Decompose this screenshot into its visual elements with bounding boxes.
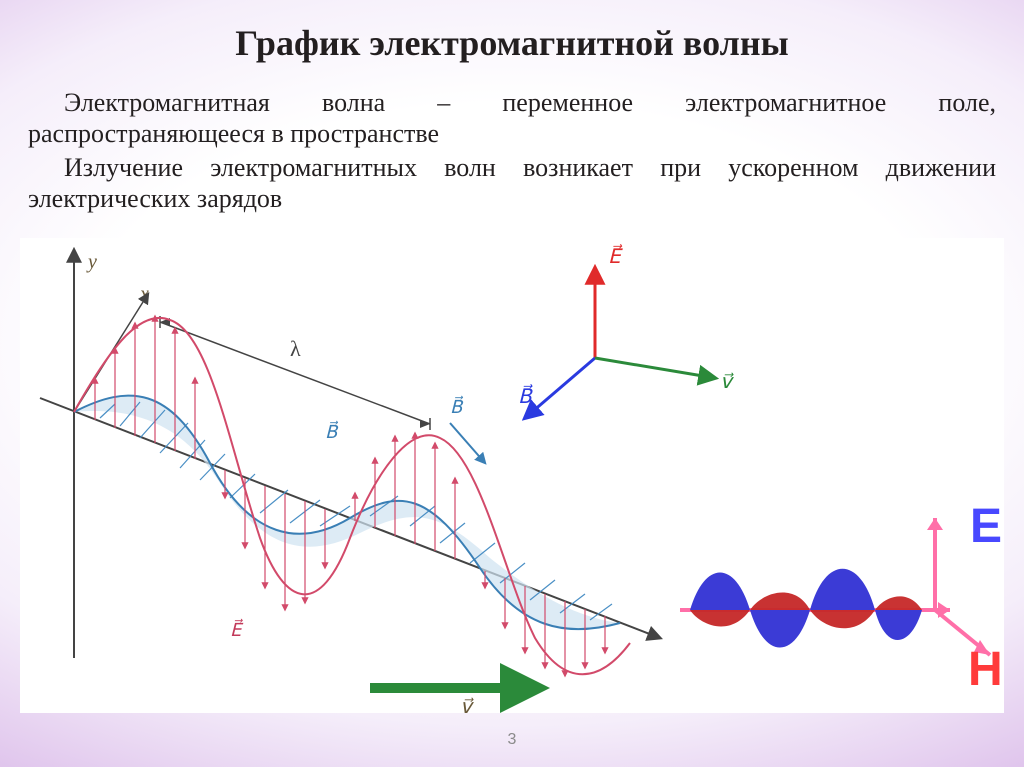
b-wave [74,396,620,630]
y-axis-label: y [86,251,97,273]
paragraph-2: Излучение электромагнитных волн возникае… [28,153,996,214]
slide: { "title": { "text": "График электромагн… [0,0,1024,767]
svg-text:v⃗: v⃗ [720,371,734,393]
e-vector-label: E⃗ [230,619,244,640]
svg-text:E⃗: E⃗ [608,243,623,268]
em-wave-diagram: y x λ [20,238,1004,713]
velocity-label: v⃗ [460,696,474,713]
page-number: 3 [0,731,1024,749]
b-vector-label-1: B⃗ [325,421,339,442]
body-text: Электромагнитная волна – переменное элек… [28,88,996,219]
svg-text:B⃗: B⃗ [518,383,533,408]
paragraph-1: Электромагнитная волна – переменное элек… [28,88,996,149]
inset-e-label: E [970,500,1002,553]
wave-svg: y x λ [20,238,740,713]
lambda-label: λ [290,336,301,361]
slide-title: График электромагнитной волны [0,22,1024,64]
inset-h-label: H [968,643,1003,696]
b-vector-label-2: B⃗ [450,396,464,417]
ebv-triad: E⃗ B⃗ v⃗ [518,243,734,418]
inset-3d: E H [650,500,1010,710]
